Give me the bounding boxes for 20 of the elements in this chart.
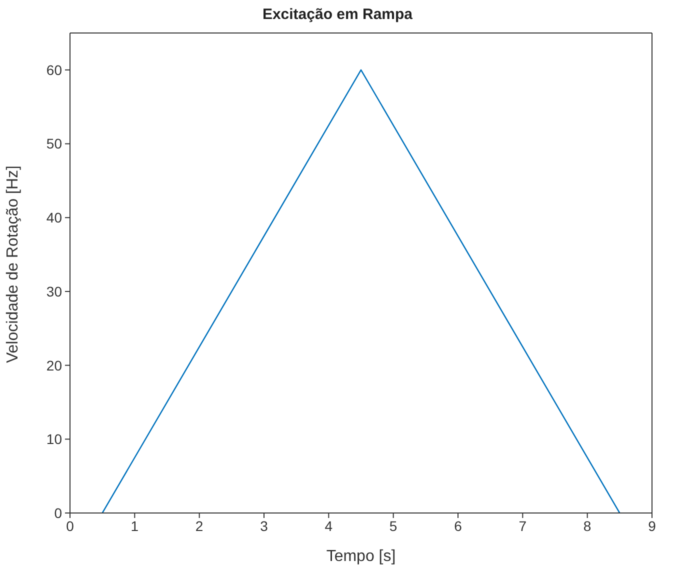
x-tick-label: 4 — [324, 518, 333, 534]
chart-title: Excitação em Rampa — [261, 6, 414, 23]
x-tick-label: 1 — [130, 518, 139, 534]
x-tick-label: 0 — [66, 518, 74, 534]
y-axis-title: Velocidade de Rotação [Hz] — [4, 166, 22, 363]
y-tick-label: 30 — [46, 283, 62, 300]
y-tick-label: 10 — [46, 431, 62, 448]
y-tick-label: 40 — [46, 210, 62, 226]
y-tick-label: 60 — [46, 62, 62, 78]
x-tick-label: 6 — [454, 518, 462, 534]
x-tick-label: 7 — [518, 518, 527, 534]
x-axis-title: Tempo [s] — [326, 548, 396, 565]
y-tick-label: 0 — [54, 504, 62, 521]
x-tick-label: 5 — [389, 518, 398, 534]
x-tick-label: 9 — [648, 518, 656, 534]
x-tick-label: 3 — [260, 518, 268, 534]
x-tick-label: 2 — [195, 518, 204, 534]
y-tick-label: 50 — [46, 136, 62, 152]
x-tick-label: 8 — [583, 518, 592, 534]
y-tick-label: 20 — [46, 357, 62, 374]
